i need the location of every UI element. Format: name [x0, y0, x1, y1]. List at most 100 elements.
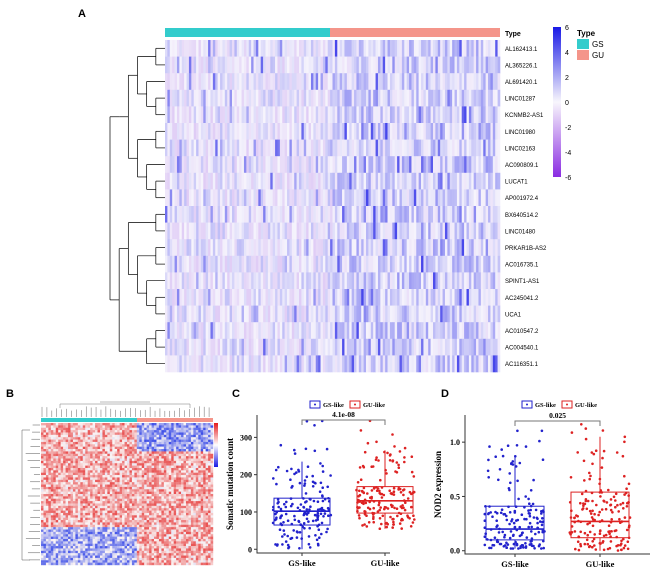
- heatmap-cell: [243, 40, 247, 57]
- legend-title: Type: [577, 29, 596, 38]
- heatmap-cell: [275, 139, 278, 157]
- heatmap-cell: [193, 139, 197, 157]
- heatmap-cell: [212, 106, 216, 124]
- heatmap-cell: [282, 106, 285, 124]
- heatmap-cell: [174, 355, 178, 373]
- heatmap-cell: [158, 477, 162, 480]
- heatmap-cell: [178, 441, 182, 445]
- heatmap-cell: [447, 189, 451, 207]
- heatmap-cell: [181, 338, 185, 356]
- heatmap-cell: [327, 40, 331, 57]
- heatmap-cell: [70, 491, 74, 495]
- heatmap-cell: [82, 432, 86, 436]
- heatmap-cell: [232, 40, 235, 57]
- heatmap-cell: [404, 139, 407, 157]
- heatmap-cell: [68, 479, 71, 483]
- heatmap-cell: [109, 479, 113, 483]
- heatmap-cell: [411, 239, 415, 257]
- heatmap-cell: [409, 305, 412, 323]
- heatmap-cell: [454, 255, 458, 273]
- heatmap-cell: [172, 338, 175, 356]
- heatmap-cell: [413, 40, 417, 57]
- heatmap-cell: [161, 425, 165, 428]
- heatmap-cell: [452, 123, 455, 140]
- heatmap-cell: [210, 453, 214, 457]
- heatmap-cell: [461, 322, 465, 340]
- heatmap-cell: [92, 430, 96, 433]
- heatmap-cell: [102, 437, 106, 440]
- heatmap-cell: [87, 439, 91, 443]
- heatmap-cell: [253, 40, 257, 57]
- heatmap-cell: [411, 206, 415, 223]
- heatmap-cell: [409, 73, 412, 91]
- heatmap-cell: [149, 479, 152, 483]
- heatmap-cell: [253, 189, 257, 207]
- heatmap-cell: [210, 484, 214, 488]
- heatmap-cell: [215, 289, 218, 306]
- heatmap-cell: [428, 89, 431, 107]
- heatmap-cell: [174, 89, 178, 107]
- heatmap-cell: [43, 449, 47, 452]
- heatmap-cell: [80, 479, 83, 483]
- heatmap-cell: [413, 56, 417, 74]
- heatmap-cell: [163, 475, 167, 478]
- heatmap-cell: [80, 491, 83, 495]
- heatmap-cell: [284, 239, 288, 257]
- heatmap-cell: [117, 465, 120, 469]
- heatmap-cell: [212, 255, 216, 273]
- heatmap-cell: [102, 475, 106, 478]
- heatmap-cell: [227, 73, 230, 91]
- heatmap-cell: [270, 189, 273, 207]
- heatmap-cell: [171, 484, 174, 488]
- heatmap-cell: [190, 430, 194, 433]
- heatmap-cell: [165, 355, 168, 373]
- heatmap-cell: [344, 89, 348, 107]
- heatmap-cell: [322, 56, 326, 74]
- heatmap-cell: [241, 172, 245, 190]
- heatmap-cell: [229, 289, 233, 306]
- heatmap-cell: [258, 156, 262, 174]
- heatmap-cell: [158, 427, 162, 431]
- heatmap-cell: [332, 106, 336, 124]
- heatmap-cell: [308, 239, 312, 257]
- heatmap-cell: [186, 123, 190, 140]
- heatmap-cell: [176, 172, 180, 190]
- heatmap-cell: [122, 434, 125, 438]
- heatmap-cell: [296, 305, 300, 323]
- heatmap-cell: [122, 449, 125, 452]
- heatmap-cell: [166, 484, 169, 488]
- heatmap-cell: [287, 289, 290, 306]
- heatmap-cell: [471, 305, 474, 323]
- heatmap-cell: [234, 222, 238, 240]
- heatmap-cell: [275, 172, 278, 190]
- heatmap-cell: [208, 441, 211, 445]
- heatmap-cell: [119, 463, 123, 466]
- heatmap-cell: [95, 441, 98, 445]
- heatmap-cell: [358, 139, 362, 157]
- heatmap-cell: [200, 289, 204, 306]
- heatmap-cell: [45, 472, 49, 476]
- heatmap-cell: [181, 73, 185, 91]
- heatmap-cell: [442, 56, 446, 74]
- heatmap-cell: [90, 451, 93, 454]
- heatmap-cell: [325, 355, 329, 373]
- heatmap-cell: [497, 106, 501, 124]
- heatmap-cell: [68, 441, 71, 445]
- heatmap-cell: [356, 56, 360, 74]
- heatmap-cell: [185, 470, 189, 473]
- heatmap-cell: [198, 444, 201, 447]
- gene-label: AC090809.1: [505, 163, 539, 169]
- heatmap-cell: [447, 338, 451, 356]
- heatmap-cell: [411, 156, 415, 174]
- heatmap-cell: [344, 139, 348, 157]
- heatmap-cell: [193, 456, 196, 459]
- heatmap-cell: [361, 40, 364, 57]
- heatmap-cell: [80, 472, 83, 476]
- heatmap-cell: [449, 189, 453, 207]
- heatmap-cell: [146, 470, 150, 473]
- heatmap-cell: [421, 255, 424, 273]
- heatmap-cell: [299, 106, 302, 124]
- heatmap-cell: [87, 482, 91, 485]
- heatmap-cell: [43, 479, 47, 483]
- heatmap-cell: [109, 463, 113, 466]
